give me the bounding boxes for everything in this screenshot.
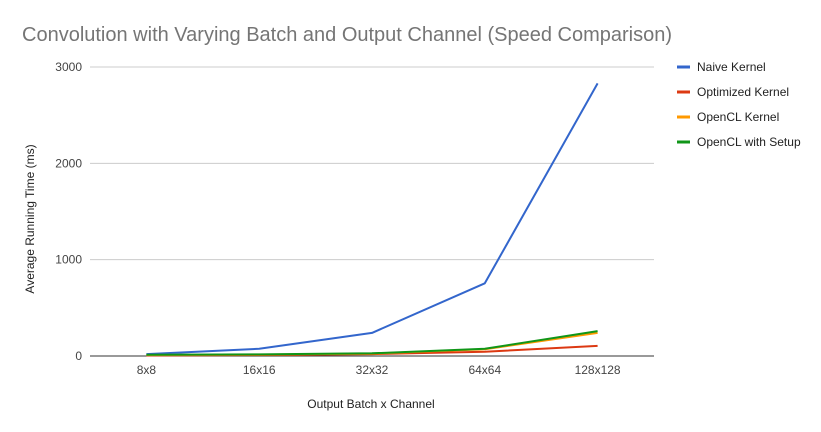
y-axis-ticks: 0 1000 2000 3000 bbox=[55, 60, 82, 363]
x-tick-label: 8x8 bbox=[137, 363, 157, 377]
y-tick-label: 3000 bbox=[55, 60, 82, 74]
x-tick-label: 32x32 bbox=[356, 363, 389, 377]
legend-label-opencl-kernel: OpenCL Kernel bbox=[697, 110, 779, 124]
legend-label-naive-kernel: Naive Kernel bbox=[697, 60, 766, 74]
legend: Naive Kernel Optimized Kernel OpenCL Kerne… bbox=[677, 60, 801, 149]
x-axis-ticks: 8x8 16x16 32x32 64x64 128x128 bbox=[137, 363, 621, 377]
chart-title: Convolution with Varying Batch and Outpu… bbox=[22, 24, 672, 46]
x-axis-title: Output Batch x Channel bbox=[307, 397, 434, 411]
series-line-opencl-with-setup bbox=[146, 330, 598, 356]
x-tick-label: 128x128 bbox=[575, 363, 621, 377]
legend-label-opencl-with-setup: OpenCL with Setup bbox=[697, 135, 801, 149]
y-tick-label: 2000 bbox=[55, 156, 82, 170]
series-layer bbox=[146, 82, 599, 357]
series-line-naive-kernel bbox=[146, 82, 599, 356]
legend-label-optimized-kernel: Optimized Kernel bbox=[697, 85, 789, 99]
x-tick-label: 64x64 bbox=[468, 363, 501, 377]
x-tick-label: 16x16 bbox=[243, 363, 276, 377]
y-tick-label: 1000 bbox=[55, 253, 82, 267]
y-tick-label: 0 bbox=[75, 349, 82, 363]
grid-layer bbox=[90, 66, 654, 357]
y-axis-title: Average Running Time (ms) bbox=[23, 144, 37, 293]
